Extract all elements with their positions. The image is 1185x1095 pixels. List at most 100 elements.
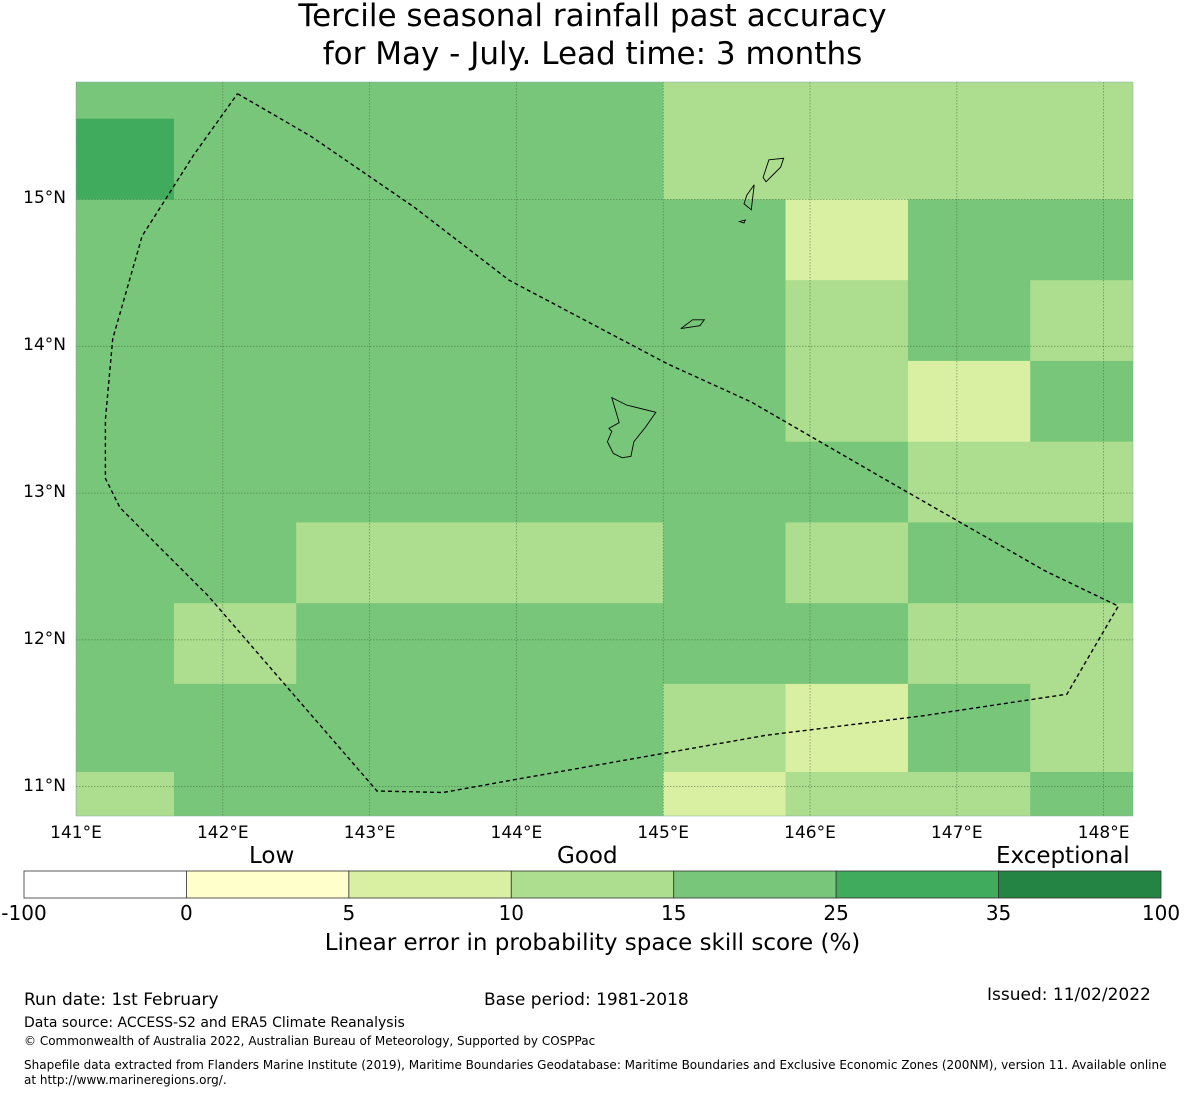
map-cell — [540, 441, 664, 523]
issued-date: Issued: 11/02/2022 — [987, 985, 1151, 1005]
longitude-tick-label: 144°E — [490, 823, 543, 843]
colorbar-category-exceptional: Exceptional — [996, 843, 1130, 869]
data-source: Data source: ACCESS-S2 and ERA5 Climate … — [24, 1015, 405, 1031]
map-cell — [76, 603, 175, 685]
map-cell — [1030, 118, 1133, 200]
map-cell — [1030, 771, 1133, 816]
map-cell — [76, 771, 175, 816]
longitude-tick-label: 142°E — [196, 823, 249, 843]
map-cell — [173, 603, 297, 685]
map-cell — [418, 199, 542, 281]
map-cell — [296, 118, 419, 200]
map-cell — [418, 360, 542, 443]
map-cell — [173, 522, 297, 604]
map-cell — [418, 82, 542, 120]
map-cell — [907, 771, 1031, 816]
map-cell — [173, 82, 297, 120]
map-cell — [663, 603, 787, 685]
colorbar-category-good: Good — [557, 843, 618, 869]
colorbar-bin — [510, 870, 675, 899]
map-cell — [296, 441, 419, 523]
map-cell — [663, 360, 787, 443]
map-cell — [76, 522, 175, 604]
map-cell — [907, 441, 1031, 523]
map-cell — [907, 683, 1031, 773]
map-cell — [173, 683, 297, 773]
latitude-tick-label: 11°N — [23, 775, 66, 796]
map-cell — [296, 82, 419, 120]
colorbar-tick-label: 35 — [985, 901, 1012, 925]
longitude-tick-label: 148°E — [1077, 823, 1130, 843]
shapefile-credit-line-2: at http://www.marineregions.org/. — [24, 1073, 227, 1087]
island-rota — [680, 319, 706, 330]
skill-map — [75, 81, 1134, 817]
map-cell — [76, 441, 175, 523]
colorbar-category-low: Low — [249, 843, 295, 869]
map-cell — [785, 603, 909, 685]
map-cell — [296, 771, 419, 816]
map-cell — [173, 360, 297, 443]
map-cell — [1030, 441, 1133, 523]
map-cell — [76, 82, 175, 120]
map-cell — [1030, 199, 1133, 281]
map-cell — [663, 118, 787, 200]
map-cell — [785, 360, 909, 443]
chart-title-line-2: for May - July. Lead time: 3 months — [322, 36, 863, 72]
map-cell — [418, 603, 542, 685]
colorbar-tick-label: 5 — [342, 901, 356, 925]
map-cell — [663, 82, 787, 120]
latitude-tick-label: 14°N — [23, 335, 66, 356]
map-cell — [540, 280, 664, 362]
colorbar-tick-label: -100 — [1, 901, 47, 925]
map-frame — [75, 81, 1134, 817]
map-cell — [76, 199, 175, 281]
run-date: Run date: 1st February — [24, 990, 219, 1010]
longitude-tick-label: 145°E — [637, 823, 690, 843]
shapefile-credit-line-1: Shapefile data extracted from Flanders M… — [24, 1058, 1167, 1072]
map-cell — [540, 199, 664, 281]
map-cell — [663, 522, 787, 604]
colorbar-bin — [186, 870, 350, 899]
map-cell — [907, 82, 1031, 120]
longitude-tick-label: 141°E — [50, 823, 102, 843]
latitude-tick-label: 12°N — [23, 628, 66, 649]
map-cell — [173, 199, 297, 281]
latitude-tick-label: 15°N — [23, 188, 66, 209]
colorbar-bin — [348, 870, 512, 899]
map-cell — [173, 280, 297, 362]
map-cell — [540, 118, 664, 200]
map-cell — [785, 683, 909, 773]
map-cell — [296, 522, 419, 604]
map-cell — [785, 441, 909, 523]
map-cell — [540, 360, 664, 443]
map-cell — [540, 771, 664, 816]
colorbar-tick-label: 0 — [180, 901, 193, 925]
colorbar-bin — [673, 870, 837, 899]
map-cell — [76, 360, 175, 443]
map-cell — [663, 771, 787, 816]
map-cell — [1030, 683, 1133, 773]
map-cell — [1030, 82, 1133, 120]
longitude-tick-label: 146°E — [784, 823, 836, 843]
map-cell — [907, 118, 1031, 200]
colorbar-bin — [23, 870, 187, 899]
map-cell — [418, 280, 542, 362]
map-cell — [418, 771, 542, 816]
map-cell — [418, 441, 542, 523]
map-cell — [663, 280, 787, 362]
map-cell — [296, 360, 419, 443]
map-cell — [663, 441, 787, 523]
map-cell — [663, 683, 787, 773]
map-cell — [907, 199, 1031, 281]
copyright: © Commonwealth of Australia 2022, Austra… — [24, 1034, 596, 1048]
map-cell — [907, 603, 1031, 685]
island-saipan — [762, 157, 785, 183]
map-cell — [785, 771, 909, 816]
map-cell — [1030, 280, 1133, 362]
map-cell — [907, 522, 1031, 604]
colorbar-label: Linear error in probability space skill … — [324, 930, 861, 956]
map-cell — [1030, 522, 1133, 604]
map-cell — [418, 683, 542, 773]
island-tinian — [743, 184, 755, 211]
map-cell — [785, 280, 909, 362]
